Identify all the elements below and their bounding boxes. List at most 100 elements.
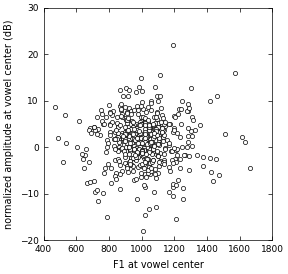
Point <box>162 162 167 166</box>
Point <box>156 171 161 176</box>
Point <box>177 166 182 171</box>
Point <box>134 158 138 162</box>
Point <box>187 168 191 172</box>
Point <box>157 142 162 147</box>
Point <box>155 154 160 158</box>
Point <box>149 165 153 170</box>
Point <box>136 112 140 116</box>
Point <box>133 155 138 160</box>
Point <box>147 131 152 135</box>
Point <box>139 115 143 119</box>
Point <box>175 153 179 157</box>
Point <box>145 145 149 149</box>
Point <box>139 153 144 157</box>
Point <box>84 147 88 151</box>
Point <box>187 105 191 110</box>
Point <box>143 136 147 140</box>
Point <box>131 127 136 131</box>
Point <box>124 132 128 137</box>
Point <box>119 114 123 119</box>
Point <box>142 132 147 137</box>
Point <box>127 149 132 153</box>
Point <box>104 115 108 119</box>
Point <box>116 149 120 153</box>
Point <box>104 138 109 142</box>
Point <box>185 144 190 149</box>
Point <box>152 115 157 119</box>
Point <box>118 107 123 111</box>
Point <box>155 99 160 104</box>
Point <box>139 151 144 155</box>
Point <box>135 104 139 109</box>
Point <box>155 133 159 137</box>
Point <box>128 159 133 163</box>
Point <box>106 141 110 145</box>
Point <box>143 213 148 217</box>
Point <box>156 135 161 140</box>
Point <box>176 112 181 116</box>
Point <box>150 147 155 151</box>
Point <box>118 104 122 108</box>
Point <box>166 122 171 127</box>
Point <box>232 71 237 75</box>
Point <box>145 168 150 172</box>
Point <box>139 76 143 80</box>
Point <box>222 132 227 136</box>
Point <box>138 145 143 149</box>
Point <box>151 158 155 162</box>
Point <box>127 145 131 150</box>
Point <box>149 132 154 136</box>
Point <box>147 128 151 132</box>
Point <box>158 94 162 99</box>
Point <box>122 139 127 143</box>
Point <box>123 161 127 166</box>
Point <box>138 144 142 149</box>
Point <box>126 160 131 164</box>
Point <box>154 111 159 115</box>
Point <box>140 135 145 139</box>
Point <box>125 121 130 125</box>
Point <box>172 145 176 150</box>
Point <box>156 121 160 125</box>
Point <box>75 145 79 150</box>
Point <box>132 122 137 127</box>
Point <box>153 121 157 125</box>
Point <box>141 143 146 147</box>
Point <box>149 129 153 133</box>
Point <box>200 164 205 168</box>
Point <box>156 125 160 129</box>
Point <box>130 141 134 145</box>
Point <box>87 128 92 133</box>
Point <box>160 126 164 130</box>
Point <box>114 115 119 119</box>
Point <box>133 155 138 160</box>
Point <box>130 119 134 124</box>
Point <box>140 116 145 121</box>
Point <box>82 166 86 171</box>
Point <box>120 131 125 135</box>
Point <box>118 172 122 176</box>
Point <box>135 150 139 155</box>
Point <box>109 166 113 171</box>
Point <box>185 140 190 145</box>
Point <box>112 147 117 151</box>
Point <box>138 120 143 125</box>
Point <box>134 90 138 94</box>
Point <box>166 143 171 147</box>
Point <box>93 127 97 132</box>
Point <box>180 99 184 103</box>
Point <box>150 152 155 156</box>
Point <box>152 127 157 131</box>
Point <box>53 104 57 109</box>
Point <box>102 122 106 126</box>
Point <box>179 145 184 149</box>
Point <box>132 133 136 138</box>
Point <box>141 145 145 149</box>
Point <box>192 128 197 132</box>
Point <box>158 125 163 129</box>
Point <box>124 133 128 137</box>
Point <box>158 105 163 110</box>
X-axis label: F1 at vowel center: F1 at vowel center <box>113 260 203 270</box>
Point <box>216 173 221 178</box>
Point <box>159 127 164 132</box>
